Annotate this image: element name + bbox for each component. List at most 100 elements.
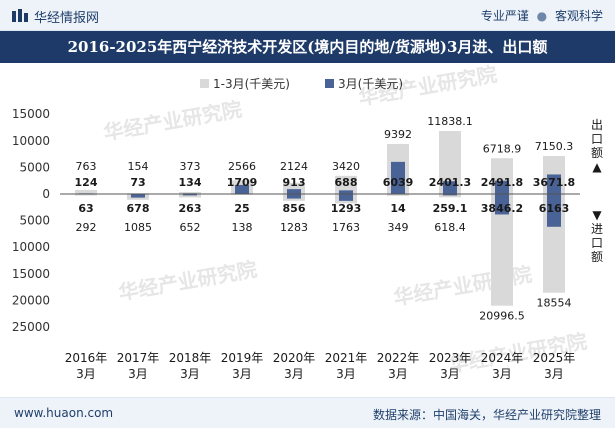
x-tick-label-year: 2019年	[221, 351, 264, 365]
x-tick-label-month: 3月	[440, 367, 460, 381]
bar-monthly-import	[339, 194, 353, 201]
brand-name: 华经情报网	[34, 11, 100, 26]
data-label-monthly-import: 259.1	[433, 202, 468, 215]
x-tick-label-year: 2025年	[533, 351, 576, 365]
legend-label-cumulative: 1-3月(千美元)	[213, 77, 290, 91]
legend-swatch-cumulative	[200, 79, 209, 88]
watermark-0: 华经产业研究院	[102, 97, 244, 145]
bar-monthly-import	[495, 194, 509, 215]
footer-site: www.huaon.com	[14, 406, 114, 420]
data-label-monthly-import: 1293	[331, 202, 362, 215]
bar-cumulative-import	[75, 194, 97, 196]
bar-monthly-export	[287, 189, 301, 194]
x-tick-label-month: 3月	[128, 367, 148, 381]
footer: www.huaon.com 数据来源：中国海关，华经产业研究院整理	[0, 397, 615, 428]
x-tick-label-year: 2016年	[65, 351, 108, 365]
data-label-monthly-import: 25	[234, 202, 249, 215]
data-label-cumulative-export: 2566	[228, 160, 256, 173]
data-label-cumulative-import: 1763	[332, 221, 360, 234]
x-tick-label-month: 3月	[284, 367, 304, 381]
bar-monthly-export	[547, 174, 561, 194]
import-axis-label: ▼进口额	[590, 208, 603, 264]
bar-monthly-export	[391, 161, 405, 194]
bar-monthly-import	[443, 194, 457, 196]
x-tick-label-month: 3月	[180, 367, 200, 381]
y-tick-label: 0	[42, 187, 50, 201]
x-tick-label-month: 3月	[336, 367, 356, 381]
data-label-monthly-import: 6163	[539, 202, 570, 215]
bar-cumulative-export	[335, 175, 357, 194]
data-label-cumulative-import: 20996.5	[479, 310, 525, 323]
data-label-monthly-import: 14	[390, 202, 406, 215]
data-label-monthly-export: 913	[283, 176, 306, 189]
x-tick-label-month: 3月	[544, 367, 564, 381]
x-tick-label-month: 3月	[492, 367, 512, 381]
legend-swatch-monthly	[325, 79, 334, 88]
bar-cumulative-export	[75, 189, 97, 194]
bar-cumulative-import	[387, 194, 409, 196]
data-label-cumulative-export: 763	[76, 160, 97, 173]
data-label-cumulative-export: 11838.1	[427, 115, 473, 128]
bar-cumulative-import	[439, 194, 461, 198]
bar-monthly-import	[287, 194, 301, 199]
footer-source: 数据来源：中国海关，华经产业研究院整理	[372, 408, 601, 422]
data-label-cumulative-export: 373	[180, 160, 201, 173]
x-tick-label-month: 3月	[388, 367, 408, 381]
data-label-monthly-import: 3846.2	[481, 202, 523, 215]
brand-logo-icon	[12, 9, 28, 22]
bar-monthly-import	[183, 194, 197, 196]
y-tick-label: 5000	[19, 214, 50, 228]
data-label-cumulative-import: 292	[76, 221, 97, 234]
bar-cumulative-export	[283, 182, 305, 194]
data-label-monthly-export: 124	[75, 176, 98, 189]
x-tick-label-year: 2023年	[429, 351, 472, 365]
data-label-monthly-export: 73	[130, 176, 145, 189]
data-label-cumulative-import: 618.4	[434, 221, 466, 234]
bar-monthly-export	[443, 181, 457, 194]
data-label-cumulative-import: 1085	[124, 221, 152, 234]
bar-cumulative-import	[179, 194, 201, 198]
x-tick-label-year: 2018年	[169, 351, 212, 365]
bar-cumulative-export	[179, 192, 201, 194]
data-label-monthly-export: 134	[179, 176, 202, 189]
tagline-separator: ●	[536, 9, 548, 23]
data-label-monthly-import: 63	[78, 202, 93, 215]
export-axis-label: 出口额▲	[590, 118, 603, 174]
data-label-monthly-import: 678	[127, 202, 150, 215]
bar-monthly-export	[235, 184, 249, 194]
data-label-monthly-export: 1709	[227, 176, 258, 189]
bar-monthly-export	[339, 190, 353, 194]
x-tick-label-year: 2017年	[117, 351, 160, 365]
data-label-monthly-export: 2491.8	[481, 176, 523, 189]
data-label-cumulative-export: 2124	[280, 160, 308, 173]
top-bar: 华经情报网 专业严谨 ● 客观科学	[0, 0, 615, 31]
bar-monthly-import	[547, 194, 561, 227]
data-label-cumulative-export: 6718.9	[483, 142, 522, 155]
y-tick-label: 15000	[12, 267, 50, 281]
data-label-monthly-export: 2401.3	[429, 176, 471, 189]
data-label-cumulative-export: 154	[128, 160, 149, 173]
data-label-cumulative-import: 138	[232, 221, 253, 234]
x-tick-label-year: 2021年	[325, 351, 368, 365]
x-tick-label-year: 2022年	[377, 351, 420, 365]
y-tick-label: 5000	[19, 160, 50, 174]
data-label-cumulative-import: 1283	[280, 221, 308, 234]
x-tick-label-month: 3月	[232, 367, 252, 381]
data-label-cumulative-export: 3420	[332, 160, 360, 173]
y-tick-label: 25000	[12, 320, 50, 334]
bar-monthly-import	[131, 194, 145, 198]
data-label-monthly-export: 6039	[383, 176, 414, 189]
chart-title: 2016-2025年西宁经济技术开发区(境内目的地/货源地)3月进、出口额	[0, 31, 615, 63]
y-tick-label: 20000	[12, 293, 50, 307]
data-label-monthly-import: 263	[179, 202, 202, 215]
y-tick-label: 10000	[12, 134, 50, 148]
data-label-monthly-export: 688	[335, 176, 358, 189]
data-label-cumulative-export: 7150.3	[535, 140, 574, 153]
tagline-1: 专业严谨	[480, 9, 529, 23]
data-label-cumulative-export: 9392	[384, 128, 412, 141]
y-tick-label: 15000	[12, 107, 50, 121]
data-label-monthly-import: 856	[283, 202, 306, 215]
bar-monthly-export	[495, 180, 509, 194]
tagline-2: 客观科学	[554, 9, 603, 23]
